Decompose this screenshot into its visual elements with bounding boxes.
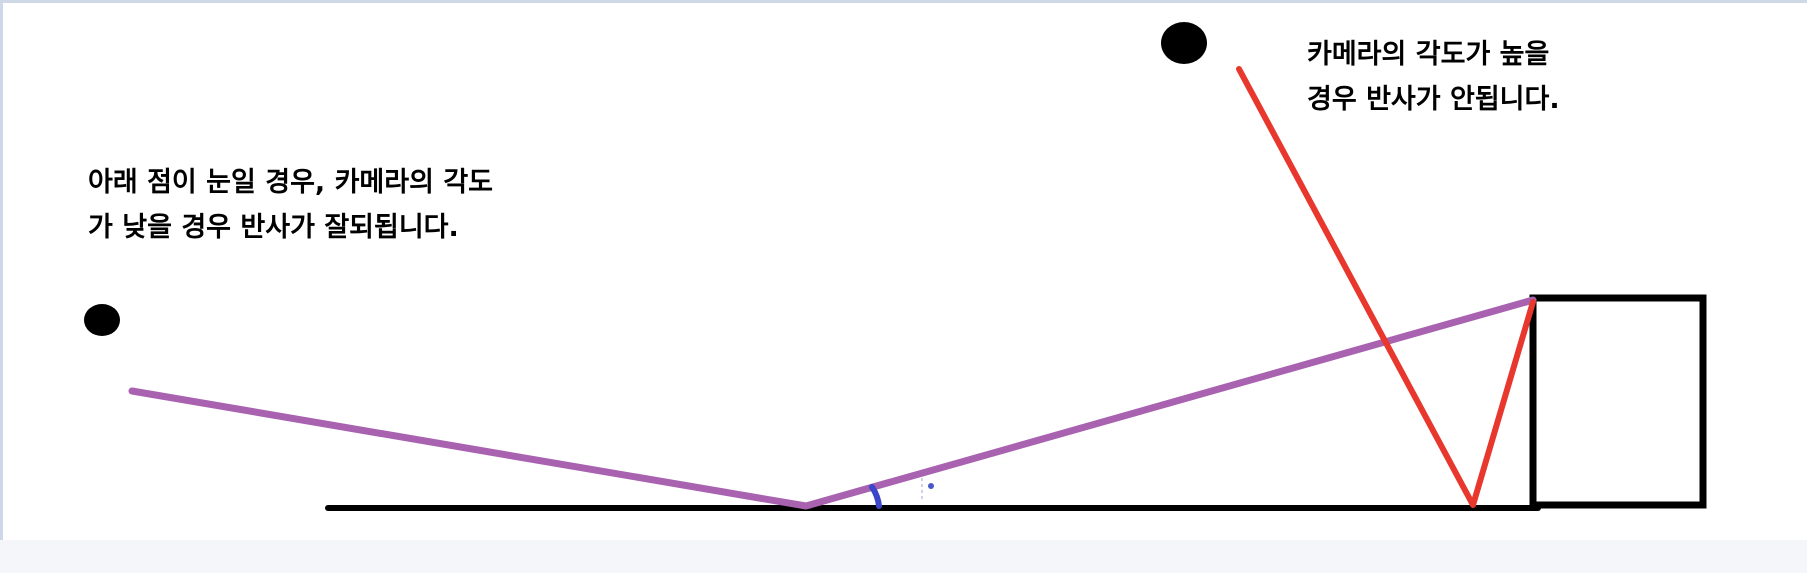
eye-dot-low: [84, 304, 120, 336]
high-angle-ray: [1236, 66, 1536, 508]
low-angle-ray: [128, 296, 1537, 510]
angle-arc: [869, 484, 882, 509]
eye-dot-high: [1161, 22, 1207, 64]
window-bottom-strip: [0, 540, 1807, 573]
window-top-border: [0, 0, 1807, 3]
window-left-border: [0, 0, 3, 573]
left-annotation-text: 아래 점이 눈일 경우, 카메라의 각도 가 낮을 경우 반사가 잘되됩니다.: [88, 167, 494, 243]
right-annotation-text: 카메라의 각도가 높을 경우 반사가 안됩니다.: [1307, 39, 1560, 115]
small-marker: [928, 483, 934, 489]
object-box: [1529, 294, 1707, 509]
